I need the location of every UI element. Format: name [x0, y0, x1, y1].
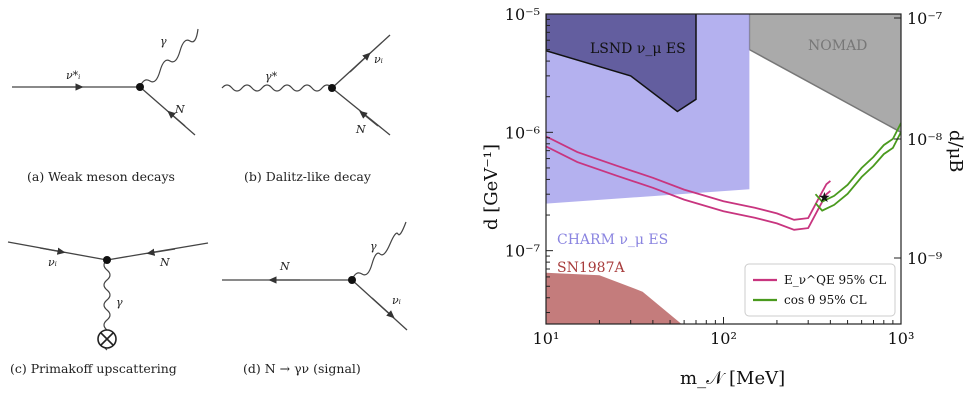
- label-gamma: γ: [116, 296, 123, 309]
- y2-tick-label: 10⁻⁸: [907, 130, 942, 149]
- y2-tick-label: 10⁻⁹: [907, 249, 943, 268]
- diagram-b: γ* νᵢ N (b) Dalitz-like decay: [221, 34, 391, 184]
- curve-cos: [814, 122, 901, 203]
- vertex: [136, 83, 144, 91]
- label-gamma: γ: [160, 35, 167, 48]
- curve-qe-outer: [546, 135, 831, 221]
- n-line: [139, 86, 196, 136]
- caption-c: (c) Primakoff upscattering: [10, 361, 177, 376]
- region-label-lsnd: LSND ν_μ ES: [590, 41, 686, 57]
- x-tick-label: 10²: [710, 329, 737, 348]
- caption-b: (b) Dalitz-like decay: [244, 169, 372, 184]
- diagram-d: N γ νᵢ (d) N → γν (signal): [222, 221, 408, 376]
- y-tick-label: 10⁻⁷: [505, 242, 540, 261]
- vertex: [103, 256, 111, 264]
- region-nomad: [749, 14, 901, 133]
- region-label-nomad: NOMAD: [808, 38, 867, 54]
- curve-cos-outer: [814, 131, 901, 212]
- legend-label-qe: E_ν^QE 95% CL: [784, 273, 886, 287]
- label-n: N: [174, 103, 185, 116]
- legend: E_ν^QE 95% CL cos θ 95% CL: [744, 263, 896, 317]
- region-label-charm: CHARM ν_μ ES: [557, 232, 668, 248]
- vertex: [328, 84, 336, 92]
- label-nu: νᵢ: [48, 256, 57, 269]
- label-nu-star: ν*ᵢ: [66, 69, 80, 82]
- virtual-photon-line: [221, 84, 333, 92]
- diagram-c: νᵢ N γ (c) Primakoff upscattering: [7, 241, 209, 376]
- y-axis-label: d [GeV⁻¹]: [481, 144, 502, 230]
- curve-qe: [546, 145, 831, 231]
- caption-a: (a) Weak meson decays: [27, 169, 175, 184]
- y2-axis-label: d/μB: [945, 130, 966, 173]
- vertex: [348, 276, 356, 284]
- legend-box: [744, 263, 896, 317]
- label-nu: νᵢ: [374, 53, 383, 66]
- region-lsnd: [546, 14, 696, 112]
- x-tick-label: 10³: [888, 329, 915, 348]
- curves: [546, 122, 901, 231]
- exclusion-regions: [546, 14, 901, 324]
- best-fit-star: ★: [818, 190, 831, 206]
- region-lsnd-edge: [546, 14, 697, 113]
- caption-d: (d) N → γν (signal): [243, 361, 361, 376]
- plot: ★ 10¹ 10² 10³ 10⁻⁵ 10⁻⁶ 10⁻⁷ 10⁻⁷ 10⁻⁸ 10⁻⁹ LSND…: [481, 5, 966, 389]
- x-axis-label: m_𝒩 [MeV]: [680, 368, 785, 389]
- region-label-sn1987a: SN1987A: [557, 260, 625, 276]
- diagram-a: ν*ᵢ γ N (a) Weak meson decays: [12, 28, 199, 184]
- photon-line: [139, 28, 199, 88]
- photon-line: [351, 221, 407, 281]
- label-gamma: γ: [370, 240, 377, 253]
- y2-tick-label: 10⁻⁷: [907, 9, 942, 28]
- x-tick-label: 10¹: [533, 329, 560, 348]
- label-n: N: [159, 256, 170, 269]
- axis-ticks: 10¹ 10² 10³ 10⁻⁵ 10⁻⁶ 10⁻⁷ 10⁻⁷ 10⁻⁸ 10⁻⁹: [505, 5, 943, 348]
- y-tick-label: 10⁻⁶: [505, 123, 540, 142]
- label-nu: νᵢ: [392, 294, 401, 307]
- label-gamma-star: γ*: [265, 70, 278, 83]
- legend-label-cos: cos θ 95% CL: [784, 293, 867, 307]
- y-tick-label: 10⁻⁵: [505, 5, 540, 24]
- region-sn1987a: [546, 272, 682, 324]
- label-n: N: [355, 123, 366, 136]
- label-n: N: [279, 260, 290, 273]
